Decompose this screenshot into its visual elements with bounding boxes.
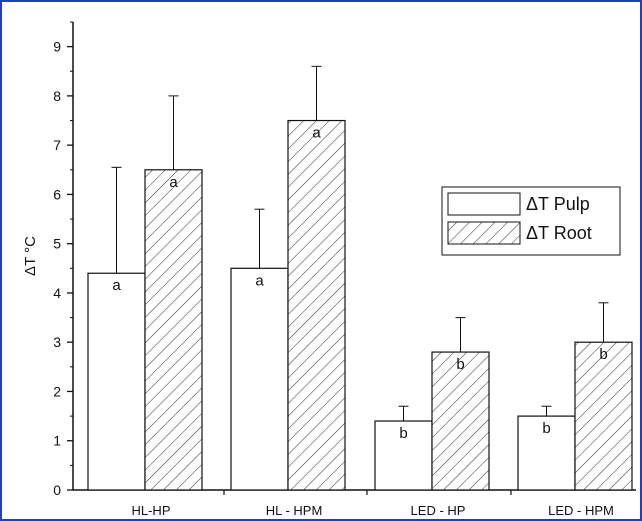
- significance-label: a: [169, 174, 178, 191]
- bar-pulp: [230, 267, 289, 491]
- y-tick-label: 4: [53, 285, 61, 301]
- y-tick-label: 2: [53, 383, 61, 399]
- y-tick-label: 5: [53, 236, 61, 252]
- x-tick-label: LED - HPM: [548, 503, 614, 518]
- legend-label: ΔT Root: [526, 223, 592, 243]
- x-tick-label: HL - HPM: [266, 503, 323, 518]
- y-tick-label: 8: [53, 88, 61, 104]
- significance-label: a: [312, 125, 321, 142]
- y-tick-label: 3: [53, 334, 61, 350]
- significance-label: b: [456, 356, 464, 373]
- legend-swatch: [447, 221, 521, 245]
- y-tick-label: 9: [53, 39, 61, 55]
- legend-label: ΔT Pulp: [526, 194, 590, 214]
- y-tick-label: 1: [53, 433, 61, 449]
- x-tick-label: HL-HP: [131, 503, 170, 518]
- bar-pulp: [517, 415, 576, 491]
- y-tick-label: 7: [53, 137, 61, 153]
- legend-swatch: [447, 192, 521, 216]
- y-tick-label: 0: [53, 482, 61, 498]
- bar-root: [574, 341, 633, 491]
- bar-root: [144, 169, 203, 491]
- bar-root: [287, 119, 346, 491]
- y-axis-label: ΔT °C: [22, 236, 39, 276]
- y-tick-label: 6: [53, 186, 61, 202]
- significance-label: a: [112, 277, 121, 294]
- x-tick-label: LED - HP: [411, 503, 466, 518]
- significance-label: a: [255, 272, 264, 289]
- bar-pulp: [87, 272, 146, 491]
- significance-label: b: [542, 420, 550, 437]
- significance-label: b: [399, 425, 407, 442]
- bar-root: [431, 351, 490, 491]
- significance-label: b: [599, 346, 607, 363]
